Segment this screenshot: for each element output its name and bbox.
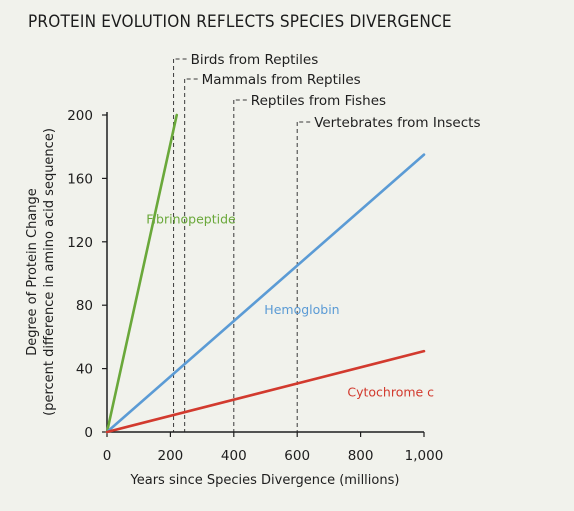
series-label: Cytochrome c — [347, 384, 434, 399]
y-axis-label: Degree of Protein Change — [25, 188, 40, 356]
x-tick-label: 1,000 — [405, 448, 444, 464]
x-tick-label: 400 — [221, 448, 247, 464]
y-tick-label: 160 — [67, 171, 93, 187]
y-tick-label: 120 — [67, 235, 93, 251]
series-label: Fibrinopeptide — [146, 212, 236, 227]
event-label: Reptiles from Fishes — [251, 93, 386, 109]
y-tick-label: 80 — [76, 298, 93, 314]
x-tick-label: 200 — [158, 448, 184, 464]
series: Fibrinopeptide Hemoglobin Cytochrome c — [105, 113, 434, 434]
x-axis-label: Years since Species Divergence (millions… — [130, 473, 400, 488]
series-label: Hemoglobin — [264, 302, 339, 317]
event-lines: Birds from Reptiles Mammals from Reptiles… — [173, 52, 480, 432]
series-line — [105, 153, 426, 434]
event-label: Mammals from Reptiles — [202, 72, 361, 88]
ticks: 0 200 400 600 800 1,000 0 40 80 120 160 200 — [67, 108, 443, 464]
x-tick-label: 800 — [348, 448, 374, 464]
x-tick-label: 600 — [284, 448, 310, 464]
series-line — [105, 349, 426, 434]
x-tick-label: 0 — [103, 448, 112, 464]
y-axis-label-line2: (percent difference in amino acid sequen… — [42, 128, 57, 416]
y-tick-label: 200 — [67, 108, 93, 124]
event-label: Birds from Reptiles — [191, 52, 319, 68]
y-tick-label: 0 — [84, 425, 93, 441]
event-label: Vertebrates from Insects — [314, 115, 480, 131]
y-tick-label: 40 — [76, 362, 93, 378]
series-line — [105, 113, 179, 434]
axes — [106, 112, 424, 433]
chart-title: PROTEIN EVOLUTION REFLECTS SPECIES DIVER… — [28, 12, 452, 32]
